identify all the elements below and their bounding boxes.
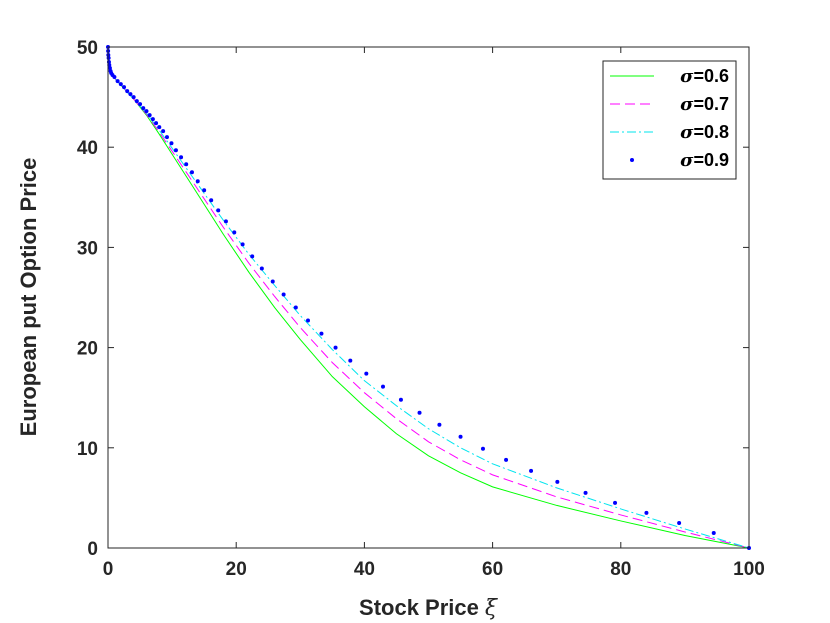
- x-tick-label: 40: [354, 559, 375, 580]
- data-point: [131, 95, 136, 100]
- data-point: [240, 242, 245, 247]
- y-axis-label: European put Option Price: [16, 158, 41, 437]
- data-point: [125, 89, 130, 94]
- data-point: [348, 358, 353, 363]
- data-point: [112, 75, 117, 80]
- legend: σ=0.6σ=0.7σ=0.8σ=0.9: [602, 60, 737, 180]
- data-point: [138, 102, 143, 107]
- data-point: [270, 279, 275, 284]
- legend-item: σ=0.7: [610, 94, 729, 115]
- data-point: [437, 422, 442, 427]
- data-point: [583, 490, 588, 495]
- sigma-symbol: σ: [680, 66, 694, 87]
- data-point: [613, 500, 618, 505]
- data-point: [189, 170, 194, 175]
- data-point: [364, 371, 369, 376]
- x-tick-label: 100: [733, 559, 765, 580]
- data-point: [169, 141, 174, 146]
- data-point: [141, 106, 146, 111]
- legend-label: σ=0.7: [680, 94, 729, 115]
- legend-value: =0.9: [693, 150, 729, 170]
- y-tick-label: 40: [77, 138, 98, 159]
- x-tick-label: 20: [226, 559, 247, 580]
- plot-frame: [107, 46, 750, 549]
- legend-box: [602, 60, 737, 180]
- data-point: [106, 56, 111, 61]
- data-point: [107, 66, 112, 71]
- data-point: [150, 117, 155, 122]
- data-point: [555, 479, 560, 484]
- data-point: [319, 331, 324, 336]
- sigma-symbol: σ: [680, 94, 694, 115]
- data-point: [711, 530, 716, 535]
- data-point: [417, 410, 422, 415]
- legend-item: σ=0.6: [610, 66, 729, 87]
- legend-label: σ=0.8: [680, 122, 729, 143]
- y-tick-label: 20: [77, 339, 98, 360]
- data-point: [118, 82, 123, 87]
- x-tick-label: 0: [103, 559, 114, 580]
- legend-items: σ=0.6σ=0.7σ=0.8σ=0.9: [610, 66, 729, 171]
- data-point: [147, 113, 152, 118]
- data-point: [134, 99, 139, 104]
- data-point: [164, 135, 169, 140]
- legend-value: =0.8: [693, 122, 729, 142]
- x-axis-label: Stock Price: [359, 595, 479, 620]
- data-point: [480, 446, 485, 451]
- legend-label: σ=0.9: [680, 150, 729, 171]
- data-point: [216, 208, 221, 213]
- y-tick-label: 50: [77, 38, 98, 59]
- data-point: [144, 109, 149, 114]
- data-point: [293, 305, 298, 310]
- y-tick-label: 30: [77, 238, 98, 259]
- x-axis-title: Stock Price ξ: [359, 595, 499, 621]
- data-point: [128, 92, 133, 97]
- y-tick-label: 10: [77, 439, 98, 460]
- data-point: [232, 230, 237, 235]
- data-point: [223, 219, 228, 224]
- data-point: [529, 468, 534, 473]
- sigma-symbol: σ: [680, 122, 694, 143]
- legend-value: =0.7: [693, 94, 729, 114]
- data-point: [122, 85, 127, 90]
- data-point: [209, 198, 214, 203]
- legend-item: σ=0.9: [630, 150, 729, 171]
- data-point: [677, 520, 682, 525]
- data-point: [333, 345, 338, 350]
- data-point: [305, 318, 310, 323]
- data-point: [179, 155, 184, 160]
- data-point: [157, 125, 162, 130]
- data-point: [184, 162, 189, 167]
- legend-value: =0.6: [693, 66, 729, 86]
- series-line-3: [107, 46, 750, 549]
- data-point: [173, 148, 178, 153]
- data-point: [281, 292, 286, 297]
- xi-symbol: ξ: [485, 596, 499, 621]
- legend-swatch: [630, 158, 634, 162]
- x-tick-label: 60: [482, 559, 503, 580]
- legend-label: σ=0.6: [680, 66, 729, 87]
- tick-layer: 0 20 40 60 80 100 0 10 20 30 40 50: [77, 38, 765, 580]
- legend-item: σ=0.8: [610, 122, 729, 143]
- y-tick-label: 0: [87, 539, 98, 560]
- data-point: [380, 384, 385, 389]
- data-point: [195, 179, 200, 184]
- data-point: [154, 121, 159, 126]
- sigma-symbol: σ: [680, 150, 694, 171]
- data-point: [115, 79, 120, 84]
- data-point: [259, 266, 264, 271]
- data-point: [202, 188, 207, 193]
- x-tick-label: 80: [610, 559, 631, 580]
- data-point: [458, 434, 463, 439]
- data-point: [504, 457, 509, 462]
- data-point: [161, 129, 166, 134]
- data-point: [398, 397, 403, 402]
- data-point: [644, 510, 649, 515]
- data-point: [250, 254, 255, 259]
